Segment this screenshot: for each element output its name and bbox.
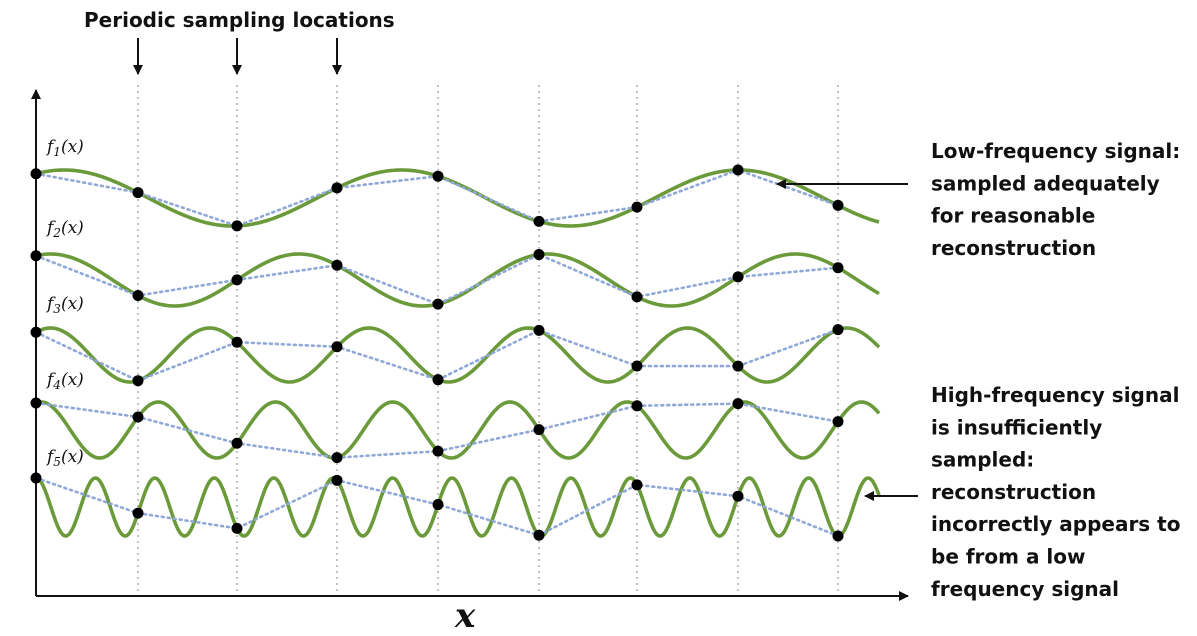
sample-point xyxy=(631,479,643,491)
signal-curve xyxy=(35,476,881,538)
function-label-2: f2(x) xyxy=(45,218,84,240)
sample-point xyxy=(331,259,343,271)
sample-point xyxy=(533,424,545,436)
sample-point xyxy=(30,326,42,338)
sample-point xyxy=(132,187,144,199)
signal-curve xyxy=(35,252,880,308)
diagram-title: Periodic sampling locations xyxy=(84,8,395,32)
sample-point xyxy=(132,411,144,423)
low-frequency-annotation: Low-frequency signal: sampled adequately f… xyxy=(931,139,1180,260)
sample-point xyxy=(30,168,42,180)
sample-point xyxy=(832,416,844,428)
high-frequency-annotation: High-frequency signal is insufficiently sa… xyxy=(931,383,1180,601)
sample-point xyxy=(30,397,42,409)
sample-point xyxy=(432,445,444,457)
signal-curve xyxy=(35,326,881,384)
sample-point xyxy=(432,374,444,386)
sample-point xyxy=(732,398,744,410)
sample-point xyxy=(533,215,545,227)
sample-point xyxy=(231,274,243,286)
sample-point xyxy=(331,452,343,464)
signal-1 xyxy=(30,164,880,232)
sample-point xyxy=(231,336,243,348)
sample-point xyxy=(331,182,343,194)
signal-4 xyxy=(30,397,881,464)
sample-point xyxy=(30,472,42,484)
sample-point xyxy=(231,522,243,534)
function-labels: f1(x) f2(x) f3(x) f4(x) f5(x) xyxy=(45,137,84,469)
sample-point xyxy=(732,490,744,502)
signal-3 xyxy=(30,324,881,387)
sample-point xyxy=(832,530,844,542)
sampling-arrows xyxy=(133,38,342,75)
sample-point xyxy=(631,201,643,213)
sample-point xyxy=(132,290,144,302)
sample-point xyxy=(432,170,444,182)
sample-point xyxy=(132,507,144,519)
sample-point xyxy=(30,250,42,262)
function-label-1: f1(x) xyxy=(45,137,84,159)
sample-point xyxy=(732,164,744,176)
sample-point xyxy=(732,360,744,372)
signal-2 xyxy=(30,249,880,310)
signal-curve xyxy=(35,168,880,228)
function-label-4: f4(x) xyxy=(45,370,84,392)
reconstruction-line xyxy=(34,253,840,306)
sample-point xyxy=(631,400,643,412)
signal-curve xyxy=(35,400,881,460)
sample-point xyxy=(231,437,243,449)
sample-point xyxy=(732,271,744,283)
function-label-3: f3(x) xyxy=(45,294,84,316)
sample-point xyxy=(331,341,343,353)
function-label-5: f5(x) xyxy=(45,447,84,469)
sample-point xyxy=(231,220,243,232)
sample-point xyxy=(432,499,444,511)
signal-5 xyxy=(30,472,881,542)
sample-point xyxy=(533,529,545,541)
reconstruction-line xyxy=(34,328,840,383)
sample-point xyxy=(832,262,844,274)
sample-point xyxy=(832,199,844,211)
sample-point xyxy=(533,249,545,261)
signals-group xyxy=(30,164,881,542)
x-axis-label: x xyxy=(454,596,476,636)
sample-point xyxy=(631,291,643,303)
sample-point xyxy=(533,324,545,336)
sample-point xyxy=(432,298,444,310)
sample-point xyxy=(331,474,343,486)
sample-point xyxy=(832,324,844,336)
sample-point xyxy=(132,375,144,387)
sample-point xyxy=(631,360,643,372)
